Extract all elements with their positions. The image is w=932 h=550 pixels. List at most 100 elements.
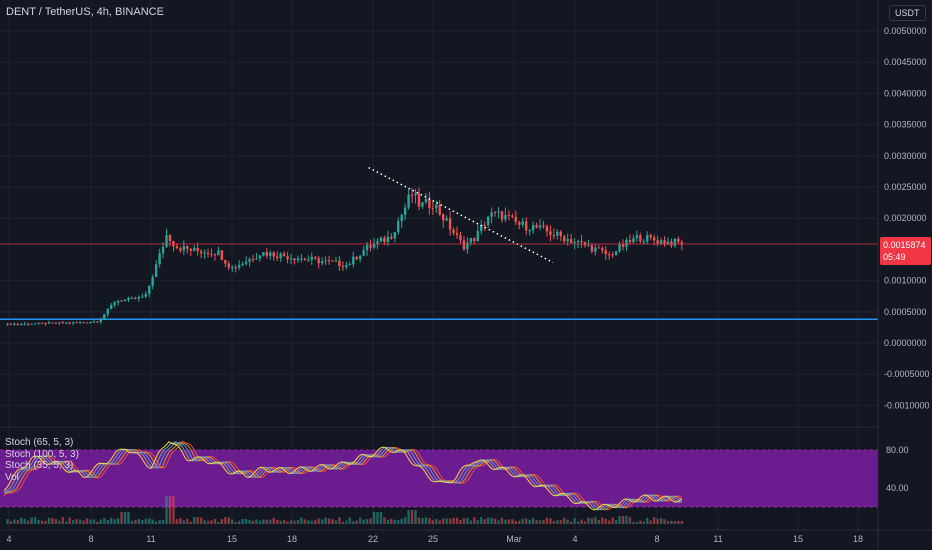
x-tick-label: 11: [713, 534, 722, 544]
volume-bar: [110, 517, 113, 524]
candle: [556, 228, 559, 240]
volume-bar: [134, 519, 137, 524]
candle: [51, 322, 54, 324]
volume-bar: [44, 520, 47, 524]
candle: [158, 248, 161, 268]
volume-bar: [68, 517, 71, 524]
candle: [193, 245, 196, 252]
volume-bar: [566, 519, 569, 524]
candle: [341, 261, 345, 271]
candle: [9, 323, 13, 326]
candle: [307, 255, 310, 262]
volume-bar: [507, 519, 511, 524]
candle: [646, 231, 649, 245]
indicator-stoch-65[interactable]: Stoch (65, 5, 3): [5, 437, 74, 448]
indicator-stoch-35[interactable]: Stoch (35, 5, 3): [5, 460, 74, 472]
descending-trendline[interactable]: [368, 166, 554, 264]
candle: [504, 207, 507, 223]
candle: [334, 256, 338, 262]
candle: [82, 321, 85, 324]
volume-bar: [282, 520, 286, 524]
y-tick-label: 0.0000000: [884, 338, 927, 348]
candle: [639, 232, 642, 244]
candle: [272, 251, 275, 261]
volume-bar: [168, 496, 172, 524]
candle: [618, 241, 621, 253]
indicator-volume[interactable]: Vol: [5, 471, 19, 483]
currency-badge[interactable]: USDT: [889, 5, 926, 21]
candle: [99, 317, 103, 325]
indicator-stoch-100[interactable]: Stoch (100, 5, 3): [5, 448, 79, 460]
candle: [137, 295, 141, 302]
candle: [165, 228, 168, 248]
volume-bar: [224, 517, 227, 524]
volume-bar: [435, 519, 438, 524]
candle: [237, 260, 241, 271]
stoch-line: [3, 440, 682, 511]
volume-bar: [379, 512, 383, 524]
candle: [428, 191, 431, 215]
candle: [410, 188, 414, 204]
volume-bar: [573, 518, 576, 524]
candle: [421, 202, 424, 209]
volume-bar: [314, 520, 317, 524]
candle: [127, 296, 130, 303]
volume-bar: [486, 517, 490, 524]
candle: [680, 239, 684, 251]
volume-bar: [462, 518, 466, 524]
volume-bar: [220, 518, 224, 524]
stoch-lines: [3, 440, 683, 511]
candle: [6, 322, 9, 326]
volume-bar: [355, 520, 358, 524]
volume-bar: [106, 520, 109, 524]
volume-bar: [545, 517, 549, 524]
volume-bar: [580, 519, 583, 524]
volume-bar: [639, 520, 642, 524]
volume-bar: [414, 510, 417, 524]
candle: [531, 221, 535, 234]
trendline[interactable]: [368, 166, 554, 264]
candle: [524, 217, 528, 236]
candle: [179, 246, 182, 254]
candle: [144, 291, 147, 299]
volume-bar: [469, 520, 473, 524]
candle: [103, 313, 106, 320]
candle: [320, 257, 324, 266]
candle: [327, 255, 331, 265]
volume-bar: [642, 521, 645, 524]
volume-bar: [331, 519, 334, 524]
candle: [480, 219, 483, 235]
candle: [58, 322, 61, 325]
candle: [154, 260, 158, 278]
candle: [545, 224, 549, 237]
volume-bar: [213, 518, 217, 524]
candle: [168, 234, 172, 247]
candle: [400, 213, 403, 228]
volume-bar: [438, 520, 441, 524]
candle: [258, 254, 262, 262]
grid-lines: [0, 0, 878, 530]
candle: [528, 229, 531, 236]
candle: [324, 256, 327, 265]
volume-bar: [459, 520, 462, 524]
volume-bar: [428, 518, 431, 524]
candle: [65, 322, 68, 325]
symbol-title[interactable]: DENT / TetherUS, 4h, BINANCE: [6, 6, 164, 18]
volume-bar: [670, 520, 673, 524]
volume-bar: [27, 520, 30, 524]
volume-bar: [604, 518, 607, 524]
volume-bar: [203, 520, 206, 524]
candle: [231, 264, 234, 273]
candle: [459, 231, 462, 244]
candle: [597, 244, 601, 249]
volume-bar: [16, 520, 20, 524]
y-tick-label: 0.0020000: [884, 213, 927, 223]
candle: [435, 200, 438, 214]
volume-bar: [417, 517, 421, 524]
candle: [210, 248, 213, 258]
volume-bar: [614, 519, 618, 524]
volume-bar: [552, 521, 556, 524]
candle: [189, 247, 192, 256]
